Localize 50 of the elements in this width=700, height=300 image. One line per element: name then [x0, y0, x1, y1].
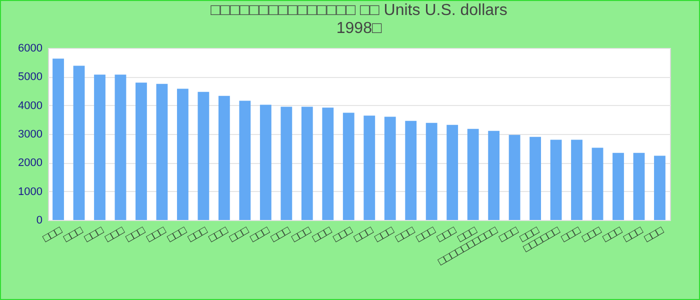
x-tick-label: □□□ [248, 224, 272, 245]
bar [364, 116, 376, 220]
x-tick-label: □□□ [580, 224, 604, 245]
x-tick-label: □□□ [144, 224, 168, 245]
x-tick-label: □□□ [103, 224, 127, 245]
bar [94, 74, 106, 220]
bar [322, 108, 334, 220]
bar [177, 88, 188, 220]
bar [136, 82, 147, 220]
bar [73, 66, 85, 220]
bar [633, 152, 645, 220]
bar [571, 140, 582, 220]
bar [550, 140, 562, 220]
bar [384, 116, 396, 220]
x-tick-label: □□□ [372, 224, 396, 245]
x-tick-label: □□□ [206, 224, 230, 245]
bar [260, 104, 272, 220]
bar [239, 100, 251, 220]
bar [446, 124, 458, 220]
bar [156, 84, 168, 220]
bar [198, 92, 210, 220]
bar [426, 122, 438, 220]
bar [280, 106, 292, 220]
x-tick-label: □□□ [414, 224, 438, 245]
y-tick-label: 3000 [18, 128, 42, 140]
bar [592, 148, 604, 220]
y-tick-label: 5000 [18, 71, 42, 84]
bar [301, 106, 313, 220]
bar [488, 130, 500, 220]
bar [218, 96, 230, 220]
y-tick-label: 0 [36, 214, 42, 226]
bar [654, 156, 666, 220]
bar [52, 58, 64, 220]
y-tick-label: 4000 [18, 100, 42, 112]
bar [405, 120, 417, 220]
chart-subtitle: 1998□ [336, 20, 382, 37]
y-tick-label: 6000 [18, 42, 42, 54]
bar [612, 152, 624, 220]
bar [342, 112, 354, 220]
chart-title: □□□□□□□□□□□□□□□ □□ Units U.S. dollars [210, 2, 508, 19]
bar [114, 74, 126, 220]
bar [508, 134, 520, 220]
y-tick-label: 2000 [18, 157, 42, 170]
bar [530, 136, 541, 220]
y-tick-label: 1000 [18, 186, 42, 198]
x-tick-label: □□□ [497, 224, 521, 245]
x-tick-label: □□□ [62, 224, 86, 245]
x-tick-label: □□□ [290, 224, 314, 245]
x-tick-label: □□□ [331, 224, 355, 245]
bar [467, 128, 479, 220]
